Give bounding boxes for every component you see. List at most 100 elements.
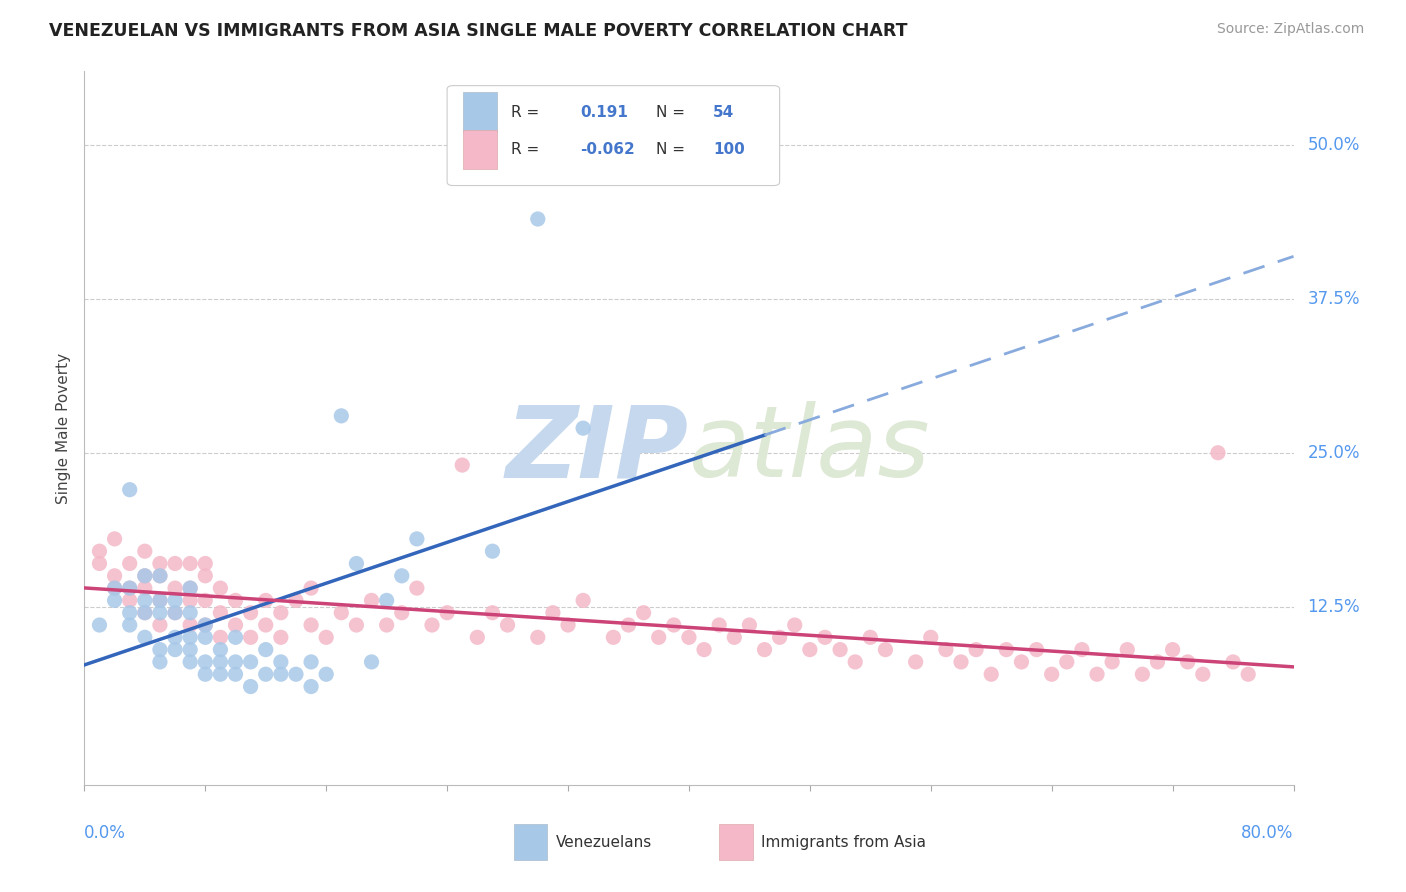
Point xyxy=(467,630,489,644)
Point xyxy=(965,642,987,657)
Point xyxy=(315,630,337,644)
Point xyxy=(194,618,217,632)
Point xyxy=(935,642,957,657)
Text: -0.062: -0.062 xyxy=(581,143,636,157)
Point xyxy=(904,655,927,669)
Point xyxy=(995,642,1018,657)
Point xyxy=(89,557,111,571)
Point xyxy=(225,655,247,669)
Text: atlas: atlas xyxy=(689,401,931,498)
Point xyxy=(709,618,731,632)
Point xyxy=(1116,642,1139,657)
Point xyxy=(118,606,141,620)
Point xyxy=(738,618,761,632)
Point xyxy=(541,606,564,620)
Point xyxy=(1011,655,1033,669)
Point xyxy=(617,618,640,632)
Point xyxy=(149,618,172,632)
Point xyxy=(194,569,217,583)
Point xyxy=(134,630,156,644)
Point xyxy=(830,642,852,657)
Point xyxy=(1161,642,1184,657)
Text: N =: N = xyxy=(657,143,685,157)
Point xyxy=(209,655,232,669)
Point xyxy=(633,606,655,620)
Point xyxy=(118,581,141,595)
Point xyxy=(285,593,308,607)
FancyBboxPatch shape xyxy=(463,130,496,169)
Point xyxy=(134,569,156,583)
Point xyxy=(104,569,127,583)
Point xyxy=(209,642,232,657)
Point xyxy=(1222,655,1244,669)
Point xyxy=(165,606,187,620)
Point xyxy=(209,667,232,681)
Point xyxy=(134,606,156,620)
Point xyxy=(496,618,519,632)
Point xyxy=(920,630,942,644)
Text: 0.0%: 0.0% xyxy=(84,824,127,842)
Point xyxy=(225,667,247,681)
Text: R =: R = xyxy=(512,104,540,120)
Point xyxy=(165,581,187,595)
Point xyxy=(165,630,187,644)
Point xyxy=(648,630,671,644)
Point xyxy=(375,618,398,632)
Point xyxy=(980,667,1002,681)
Point xyxy=(118,483,141,497)
Text: 80.0%: 80.0% xyxy=(1241,824,1294,842)
Text: N =: N = xyxy=(657,104,685,120)
Text: R =: R = xyxy=(512,143,540,157)
Point xyxy=(1056,655,1078,669)
Point xyxy=(769,630,792,644)
Point xyxy=(194,593,217,607)
Point xyxy=(239,606,262,620)
Text: 0.191: 0.191 xyxy=(581,104,628,120)
Point xyxy=(179,655,201,669)
Y-axis label: Single Male Poverty: Single Male Poverty xyxy=(56,352,72,504)
Point xyxy=(118,581,141,595)
Point xyxy=(299,680,322,694)
Text: 25.0%: 25.0% xyxy=(1308,443,1360,462)
Point xyxy=(179,618,201,632)
Point xyxy=(406,581,429,595)
Point xyxy=(254,618,277,632)
Point xyxy=(134,544,156,558)
Point xyxy=(844,655,866,669)
Point xyxy=(814,630,837,644)
Point xyxy=(225,630,247,644)
Point xyxy=(481,544,503,558)
Point xyxy=(239,630,262,644)
Point xyxy=(134,606,156,620)
Point xyxy=(754,642,776,657)
Point xyxy=(950,655,973,669)
Point xyxy=(527,212,550,227)
Text: Venezuelans: Venezuelans xyxy=(555,835,652,849)
Point xyxy=(572,421,595,435)
Point xyxy=(134,581,156,595)
Point xyxy=(299,618,322,632)
Point xyxy=(330,409,353,423)
FancyBboxPatch shape xyxy=(447,86,780,186)
Point xyxy=(375,593,398,607)
Point xyxy=(149,593,172,607)
FancyBboxPatch shape xyxy=(720,824,754,860)
Point xyxy=(104,581,127,595)
Point xyxy=(179,557,201,571)
Point xyxy=(209,630,232,644)
Point xyxy=(360,655,382,669)
Point xyxy=(89,618,111,632)
Text: 37.5%: 37.5% xyxy=(1308,290,1360,308)
Point xyxy=(225,593,247,607)
Point xyxy=(254,667,277,681)
Text: Immigrants from Asia: Immigrants from Asia xyxy=(762,835,927,849)
Point xyxy=(209,581,232,595)
Point xyxy=(149,557,172,571)
Point xyxy=(134,569,156,583)
Point xyxy=(104,593,127,607)
Point xyxy=(149,569,172,583)
Text: VENEZUELAN VS IMMIGRANTS FROM ASIA SINGLE MALE POVERTY CORRELATION CHART: VENEZUELAN VS IMMIGRANTS FROM ASIA SINGL… xyxy=(49,22,908,40)
Point xyxy=(1130,667,1153,681)
Point xyxy=(420,618,443,632)
Point xyxy=(678,630,700,644)
